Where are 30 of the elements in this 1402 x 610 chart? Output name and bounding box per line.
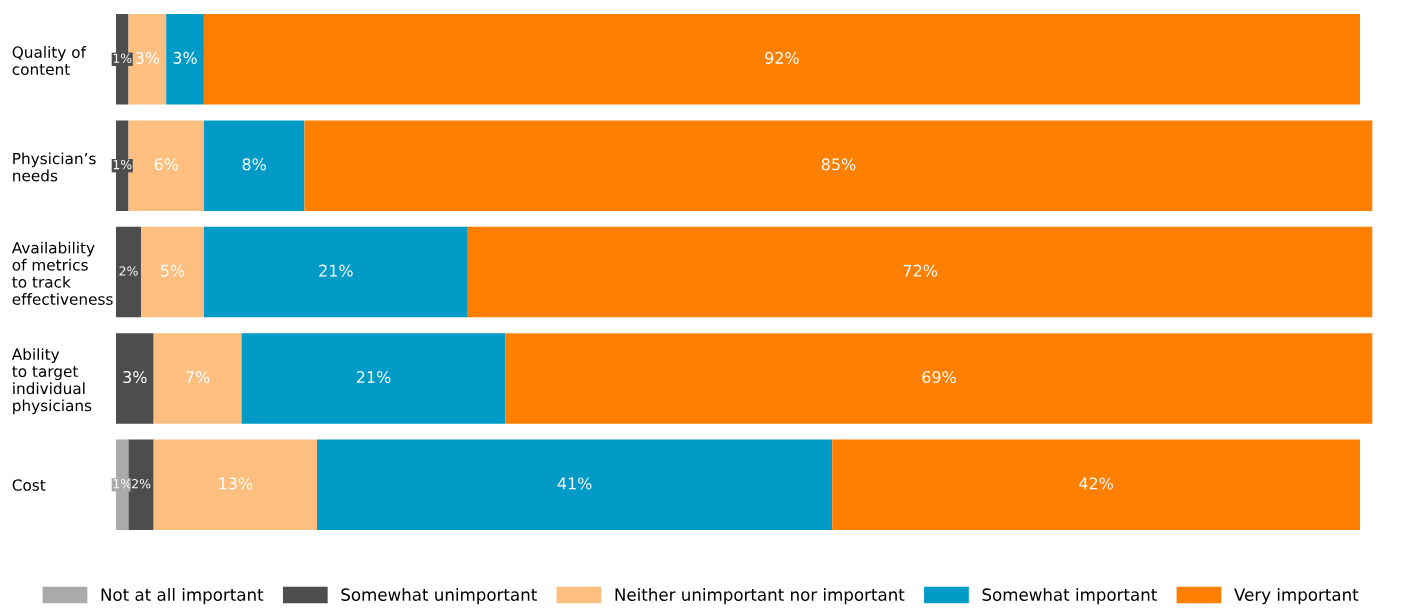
data-label: 1% (113, 53, 132, 63)
data-label: 69% (922, 371, 956, 384)
y-tick-label: Ability to target individual physicians (11, 348, 92, 415)
data-label: 21% (356, 371, 391, 384)
data-label: 42% (1079, 477, 1113, 490)
data-label: 85% (821, 158, 856, 171)
y-tick-label: Physician’s needs (13, 152, 96, 182)
data-label: 92% (765, 51, 799, 64)
data-label: 6% (154, 158, 178, 171)
data-label: 2% (119, 266, 138, 276)
data-label: 7% (186, 371, 210, 384)
data-label: 13% (219, 477, 253, 490)
y-tick-label: Availability of metrics to track effectiveness (11, 241, 113, 305)
y-tick-label: Quality of content (12, 46, 87, 76)
legend-label: Somewhat important (982, 588, 1157, 605)
legend-label: Somewhat unimportant (341, 588, 537, 605)
data-label: 41% (557, 477, 592, 490)
data-label: 72% (903, 264, 938, 277)
data-label: 5% (161, 264, 185, 277)
legend-label: Not at all important (101, 588, 264, 605)
legend-label: Very important (1234, 588, 1359, 605)
data-label: 21% (319, 264, 353, 277)
data-label: 3% (135, 51, 160, 64)
data-label: 2% (132, 479, 151, 489)
data-label: 3% (123, 371, 147, 384)
data-label: 1% (113, 159, 132, 170)
legend-label: Neither unimportant nor important (615, 588, 905, 605)
y-tick-label: Cost (12, 479, 46, 491)
data-label: 8% (242, 158, 266, 171)
data-label: 3% (173, 51, 197, 64)
